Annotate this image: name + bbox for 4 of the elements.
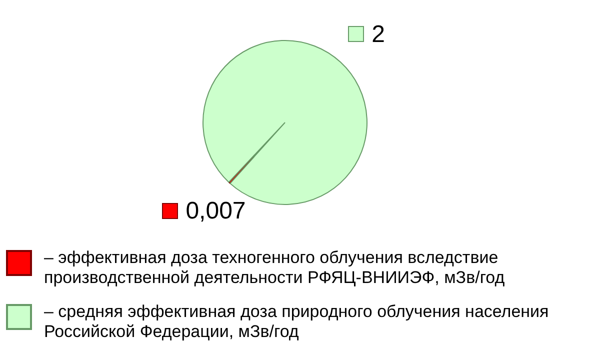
data-label: 2 xyxy=(372,20,385,48)
data-label: 0,007 xyxy=(186,197,246,224)
legend-label: – средняя эффективная доза природного облучения населения Российской Федерации, мЗв/год xyxy=(44,302,550,342)
legend-label: – эффективная доза техногенного облучения вследствие производственной деятельности РФЯЦ-ВНИИЭФ, мЗв/год xyxy=(44,248,506,288)
